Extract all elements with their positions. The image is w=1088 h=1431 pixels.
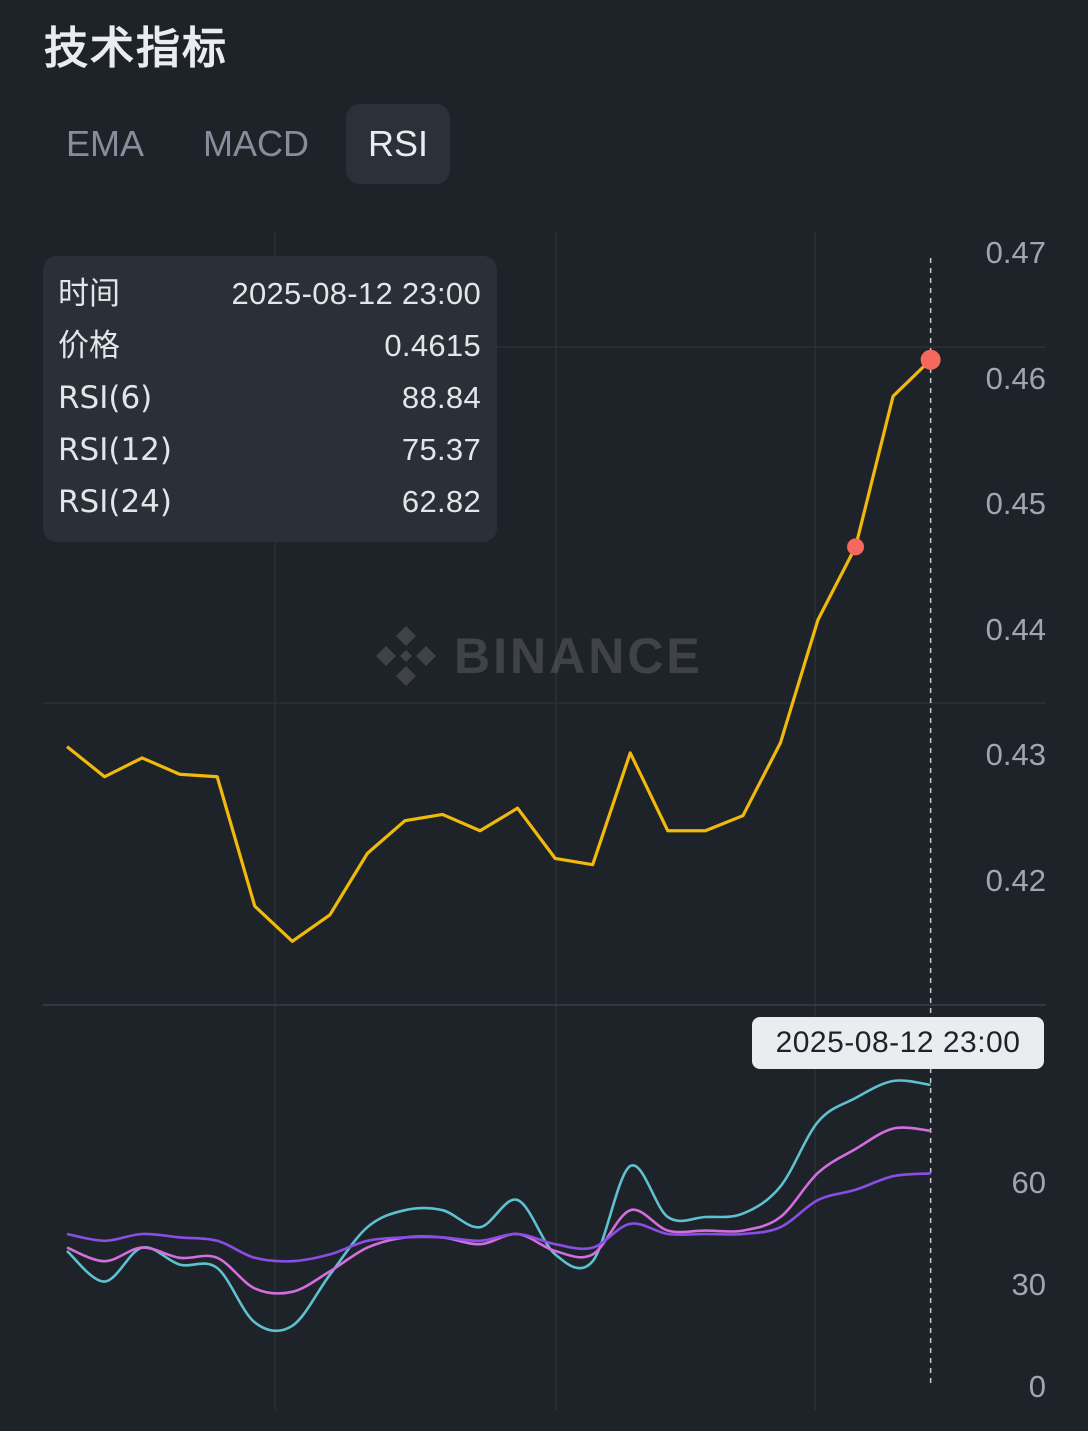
price-point-marker: [847, 538, 865, 556]
rsi-axis-tick-label: 60: [1011, 1165, 1046, 1200]
tooltip-row-rsi24: RSI(24) 62.82: [58, 478, 481, 530]
price-point-marker: [920, 349, 941, 370]
rsi-axis-tick-label: 0: [1028, 1369, 1046, 1404]
tooltip-row-rsi6: RSI(6) 88.84: [58, 374, 481, 426]
tab-rsi[interactable]: RSI: [346, 104, 451, 184]
tooltip-label: RSI(12): [58, 432, 172, 468]
binance-watermark: BINANCE: [372, 622, 703, 690]
tab-ema[interactable]: EMA: [66, 123, 145, 164]
tooltip-label: 价格: [58, 328, 120, 364]
tooltip-value: 62.82: [401, 484, 481, 519]
tooltip-value: 88.84: [401, 380, 481, 415]
tooltip-label: RSI(6): [58, 380, 153, 416]
data-tooltip: 时间 2025-08-12 23:00 价格 0.4615 RSI(6) 88.…: [43, 256, 497, 542]
price-axis-tick-label: 0.43: [985, 737, 1046, 773]
watermark-text: BINANCE: [454, 628, 703, 684]
rsi24-series-line: [66, 1172, 931, 1263]
tooltip-label: RSI(24): [58, 484, 172, 520]
price-series-line: [65, 358, 932, 943]
rsi-axis-tick-label: 30: [1011, 1267, 1046, 1302]
tooltip-value: 0.4615: [384, 328, 481, 363]
rsi12-series-line: [66, 1126, 931, 1295]
tooltip-value: 2025-08-12 23:00: [231, 276, 481, 311]
price-axis-tick-label: 0.42: [985, 863, 1046, 898]
price-axis-tick-label: 0.47: [985, 235, 1046, 270]
page-title: 技术指标: [44, 23, 228, 74]
tooltip-row-rsi12: RSI(12) 75.37: [58, 426, 481, 478]
binance-logo-icon: [376, 626, 436, 686]
price-axis-tick-label: 0.44: [985, 611, 1046, 647]
tooltip-row-price: 价格 0.4615: [58, 322, 481, 374]
tooltip-row-time: 时间 2025-08-12 23:00: [58, 270, 481, 322]
tab-macd[interactable]: MACD: [203, 123, 310, 164]
price-axis-tick-label: 0.46: [985, 360, 1046, 396]
crosshair-time-label: 2025-08-12 23:00: [752, 1017, 1044, 1069]
tooltip-value: 75.37: [401, 432, 481, 467]
indicator-tabs: EMA MACD RSI: [44, 104, 465, 184]
tooltip-label: 时间: [58, 276, 120, 312]
rsi6-series-line: [66, 1079, 931, 1333]
price-axis-tick-label: 0.45: [985, 486, 1046, 522]
